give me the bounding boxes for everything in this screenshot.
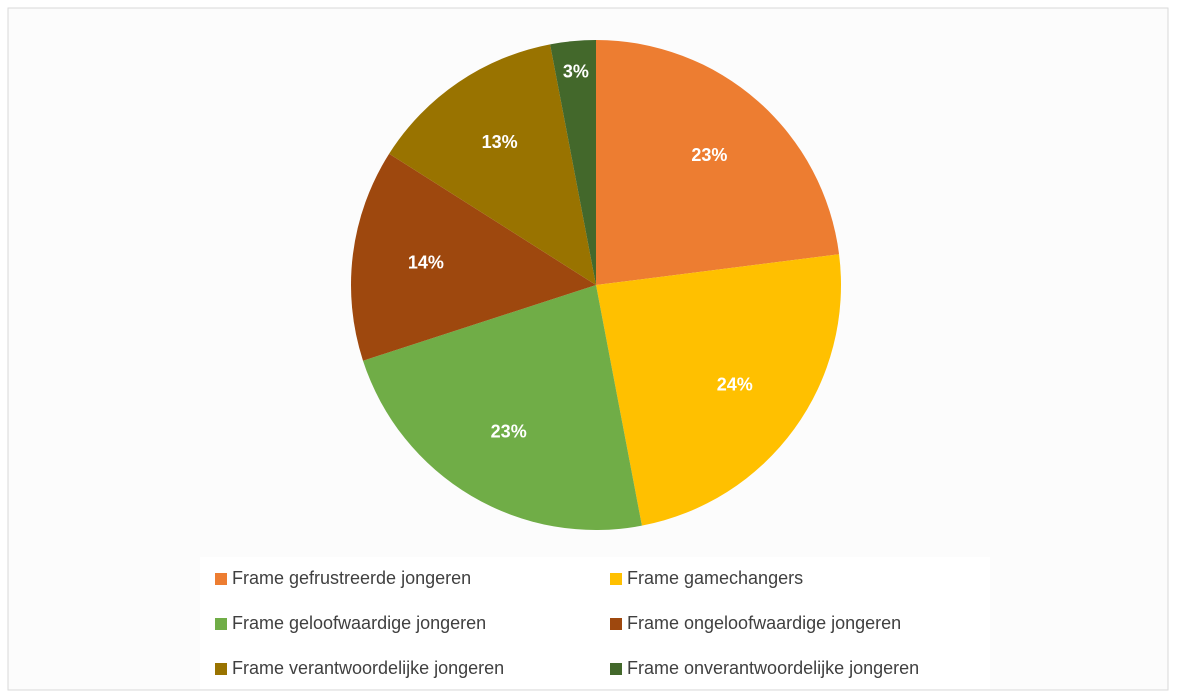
data-label: 23% — [691, 145, 727, 165]
legend-swatch — [610, 663, 622, 675]
legend-swatch — [215, 573, 227, 585]
legend-swatch — [610, 618, 622, 630]
legend-label: Frame gamechangers — [627, 568, 803, 588]
pie-slice — [350, 153, 596, 361]
legend-label: Frame gefrustreerde jongeren — [232, 568, 471, 588]
legend-swatch — [610, 573, 622, 585]
data-label: 13% — [482, 132, 518, 152]
pie-slice — [389, 44, 596, 285]
legend-label: Frame geloofwaardige jongeren — [232, 613, 486, 633]
data-label: 24% — [717, 375, 753, 395]
data-label: 14% — [408, 252, 444, 272]
data-label: 3% — [563, 62, 589, 82]
legend-swatch — [215, 663, 227, 675]
pie-slice — [362, 285, 642, 530]
pie-slice — [596, 254, 842, 526]
pie-slice — [550, 40, 596, 285]
data-label: 23% — [491, 421, 527, 441]
legend-box — [200, 557, 990, 689]
legend-label: Frame onverantwoordelijke jongeren — [627, 658, 919, 678]
pie-slice — [596, 40, 840, 285]
legend-swatch — [215, 618, 227, 630]
legend-label: Frame verantwoordelijke jongeren — [232, 658, 504, 678]
legend-label: Frame ongeloofwaardige jongeren — [627, 613, 901, 633]
